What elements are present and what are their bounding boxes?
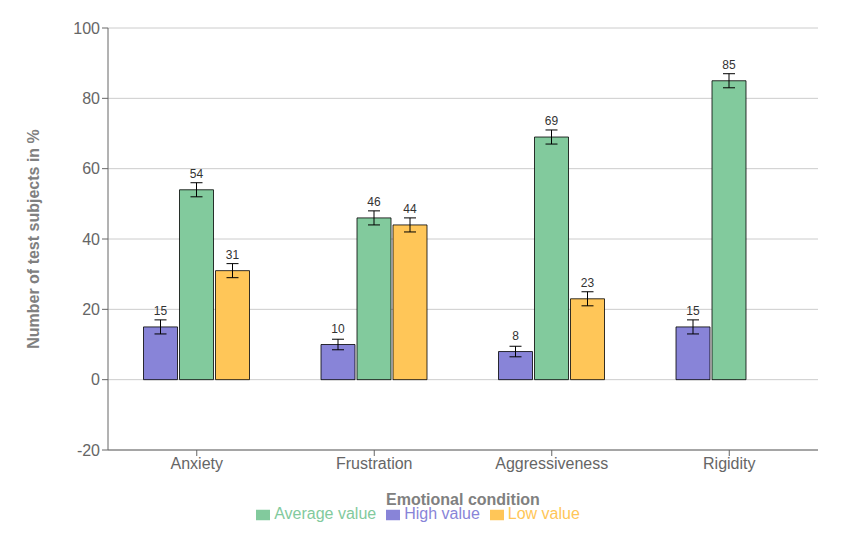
svg-text:40: 40 (82, 231, 100, 248)
svg-text:Anxiety: Anxiety (171, 455, 223, 472)
svg-text:Emotional condition: Emotional condition (386, 491, 540, 508)
svg-text:10: 10 (331, 322, 345, 336)
svg-text:80: 80 (82, 90, 100, 107)
svg-text:31: 31 (226, 248, 240, 262)
svg-text:46: 46 (367, 195, 381, 209)
svg-text:54: 54 (190, 167, 204, 181)
svg-text:100: 100 (73, 20, 100, 37)
svg-text:15: 15 (686, 304, 700, 318)
svg-text:Number of test subjects in %: Number of test subjects in % (25, 129, 42, 349)
svg-text:0: 0 (91, 371, 100, 388)
svg-text:85: 85 (722, 58, 736, 72)
svg-text:8: 8 (512, 329, 519, 343)
svg-text:44: 44 (403, 202, 417, 216)
svg-text:20: 20 (82, 301, 100, 318)
svg-text:23: 23 (581, 276, 595, 290)
svg-text:Aggressiveness: Aggressiveness (495, 455, 608, 472)
html-text:Average value: Average value (274, 505, 377, 522)
svg-text:-20: -20 (77, 442, 100, 459)
svg-text:60: 60 (82, 160, 100, 177)
svg-text:15: 15 (154, 304, 168, 318)
html-text:High value: High value (404, 505, 480, 522)
svg-text:69: 69 (545, 114, 559, 128)
svg-text:Rigidity: Rigidity (703, 455, 755, 472)
svg-text:Frustration: Frustration (336, 455, 412, 472)
html-text:Low value: Low value (507, 505, 580, 522)
